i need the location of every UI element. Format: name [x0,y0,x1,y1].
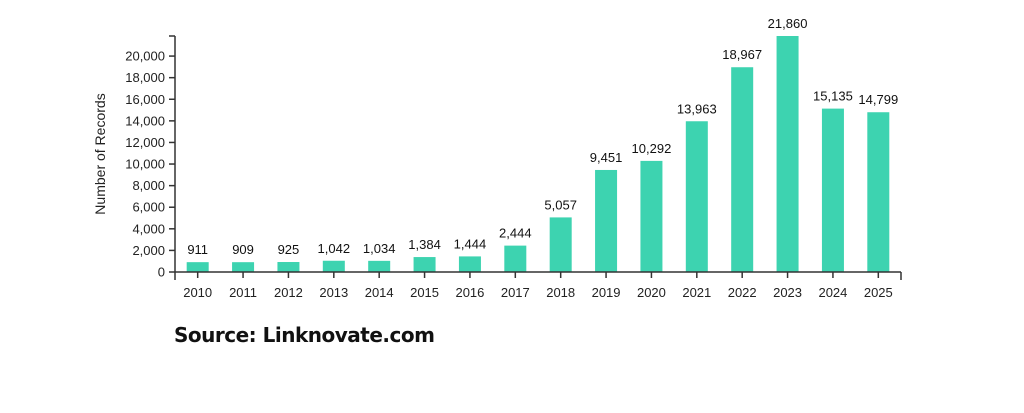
bar-2015 [413,257,436,272]
bar-2011 [232,262,255,272]
bar-2024 [821,108,844,272]
bar-2012 [277,262,300,272]
y-tick-label: 6,000 [132,200,165,215]
data-label-2022: 18,967 [722,47,762,62]
y-axis-label: Number of Records [92,93,108,214]
bar-2019 [595,169,618,272]
x-tick-label: 2020 [637,285,666,300]
data-label-2015: 1,384 [408,237,441,252]
x-tick-label: 2025 [864,285,893,300]
x-tick-label: 2019 [592,285,621,300]
x-tick-label: 2010 [183,285,212,300]
bar-2013 [322,260,345,272]
bar-2022 [731,67,754,272]
data-label-2023: 21,860 [768,16,808,31]
x-tick-label: 2023 [773,285,802,300]
y-tick-label: 20,000 [125,49,165,64]
bar-2017 [504,245,527,272]
bar-2014 [368,260,391,272]
bar-2025 [867,112,890,272]
bar-2023 [776,36,799,272]
data-label-2018: 5,057 [544,197,577,212]
x-tick-label: 2024 [818,285,847,300]
bar-2016 [458,256,481,272]
data-label-2010: 911 [187,242,208,257]
data-label-2014: 1,034 [363,241,396,256]
x-tick-label: 2018 [546,285,575,300]
y-tick-label: 8,000 [132,178,165,193]
x-tick-label: 2011 [229,285,257,300]
y-tick-label: 10,000 [125,157,165,172]
data-label-2019: 9,451 [590,150,623,165]
bar-2010 [186,262,209,272]
data-label-2011: 909 [232,242,254,257]
y-tick-label: 0 [158,265,165,280]
x-tick-label: 2013 [319,285,348,300]
y-tick-label: 12,000 [125,135,165,150]
data-label-2025: 14,799 [858,92,898,107]
y-tick-label: 14,000 [125,113,165,128]
data-label-2012: 925 [278,242,300,257]
x-tick-label: 2017 [501,285,530,300]
bar-2018 [549,217,572,272]
y-tick-label: 2,000 [132,243,165,258]
data-label-2020: 10,292 [632,141,672,156]
data-label-2021: 13,963 [677,101,717,116]
data-label-2013: 1,042 [318,241,351,256]
bar-2021 [685,121,708,273]
x-tick-label: 2021 [682,285,711,300]
data-label-2024: 15,135 [813,89,853,104]
x-tick-label: 2012 [274,285,303,300]
data-label-2016: 1,444 [454,236,487,251]
x-tick-label: 2016 [455,285,484,300]
data-label-2017: 2,444 [499,226,532,241]
source-annotation: Source: Linknovate.com [174,323,435,347]
x-tick-label: 2014 [365,285,394,300]
y-tick-label: 4,000 [132,221,165,236]
bar-2020 [640,160,663,272]
x-tick-label: 2015 [410,285,439,300]
y-tick-label: 18,000 [125,70,165,85]
y-tick-label: 16,000 [125,92,165,107]
x-tick-label: 2022 [728,285,757,300]
